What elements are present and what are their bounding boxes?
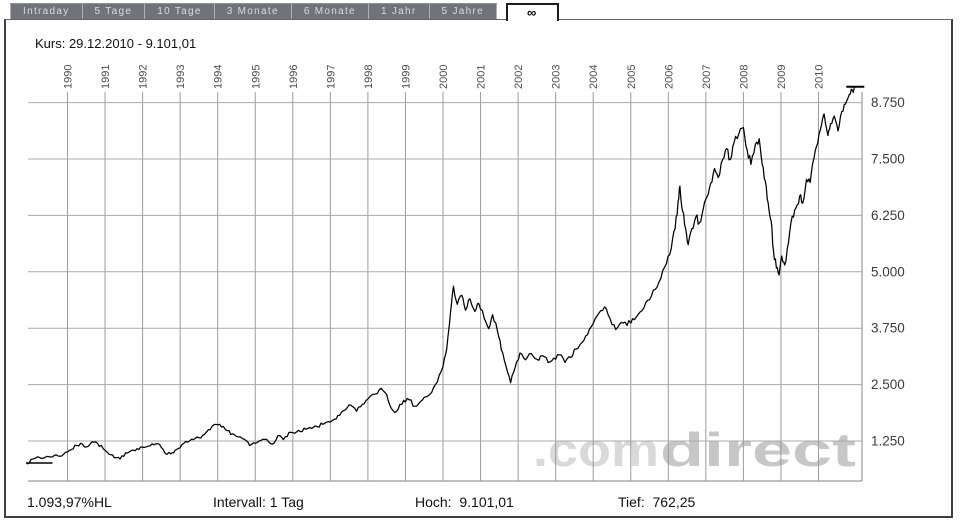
x-axis-year-label: 2001 xyxy=(476,65,488,89)
tab-6-monate[interactable]: 6 Monate xyxy=(291,3,369,19)
tab-10-tage[interactable]: 10 Tage xyxy=(145,3,215,19)
x-axis-year-label: 2002 xyxy=(513,65,525,89)
y-axis-label: 6.250 xyxy=(871,208,905,223)
x-axis-year-label: 2005 xyxy=(626,65,638,89)
high-label: Hoch: 9.101,01 xyxy=(415,494,514,510)
price-line xyxy=(25,86,856,465)
x-axis-year-label: 1999 xyxy=(400,65,412,89)
tab-intraday[interactable]: Intraday xyxy=(10,3,83,19)
x-axis-year-label: 1991 xyxy=(100,65,112,89)
interval-label: Intervall: 1 Tag xyxy=(213,494,304,510)
watermark-suffix: direct xyxy=(660,423,857,476)
watermark-prefix: .com xyxy=(533,423,659,476)
x-axis-year-label: 1995 xyxy=(250,65,262,89)
tab-3-monate[interactable]: 3 Monate xyxy=(214,3,292,19)
tab-infinity[interactable]: ∞ xyxy=(506,3,559,21)
tab-5-jahre[interactable]: 5 Jahre xyxy=(429,3,497,19)
x-axis-year-label: 2004 xyxy=(588,65,600,89)
x-axis-year-label: 1990 xyxy=(63,65,75,89)
kurs-readout: Kurs: 29.12.2010 - 9.101,01 xyxy=(35,36,197,51)
x-axis-year-label: 1997 xyxy=(325,65,337,89)
change-percent-label: 1.093,97%HL xyxy=(27,494,112,510)
x-axis-year-label: 1994 xyxy=(213,65,225,89)
period-tabbar: Intraday 5 Tage 10 Tage 3 Monate 6 Monate 1 J… xyxy=(10,3,559,21)
y-axis-label: 5.000 xyxy=(871,264,905,279)
x-axis-year-label: 2006 xyxy=(663,65,675,89)
y-axis-label: 7.500 xyxy=(871,152,905,167)
low-label: Tief: 762,25 xyxy=(618,494,696,510)
y-axis-label: 1.250 xyxy=(871,434,905,449)
x-axis-year-label: 1996 xyxy=(288,65,300,89)
tab-1-jahr[interactable]: 1 Jahr xyxy=(368,3,430,19)
y-axis-label: 3.750 xyxy=(871,321,905,336)
x-axis-year-label: 1993 xyxy=(175,65,187,89)
x-axis-year-label: 2010 xyxy=(814,65,826,89)
x-axis-year-label: 2008 xyxy=(738,65,750,89)
x-axis-year-label: 2000 xyxy=(438,65,450,89)
gridlines: 1990 1991 1992 1993 1994 1995 1996 1997 1998 1999… xyxy=(28,65,905,481)
y-axis-label: 8.750 xyxy=(871,95,905,110)
y-axis-label: 2.500 xyxy=(871,377,905,392)
x-axis-year-label: 2003 xyxy=(551,65,563,89)
x-axis-year-label: 2009 xyxy=(776,65,788,89)
x-axis-year-label: 1992 xyxy=(138,65,150,89)
tab-5-tage[interactable]: 5 Tage xyxy=(82,3,146,19)
x-axis-year-label: 1998 xyxy=(363,65,375,89)
x-axis-year-label: 2007 xyxy=(701,65,713,89)
